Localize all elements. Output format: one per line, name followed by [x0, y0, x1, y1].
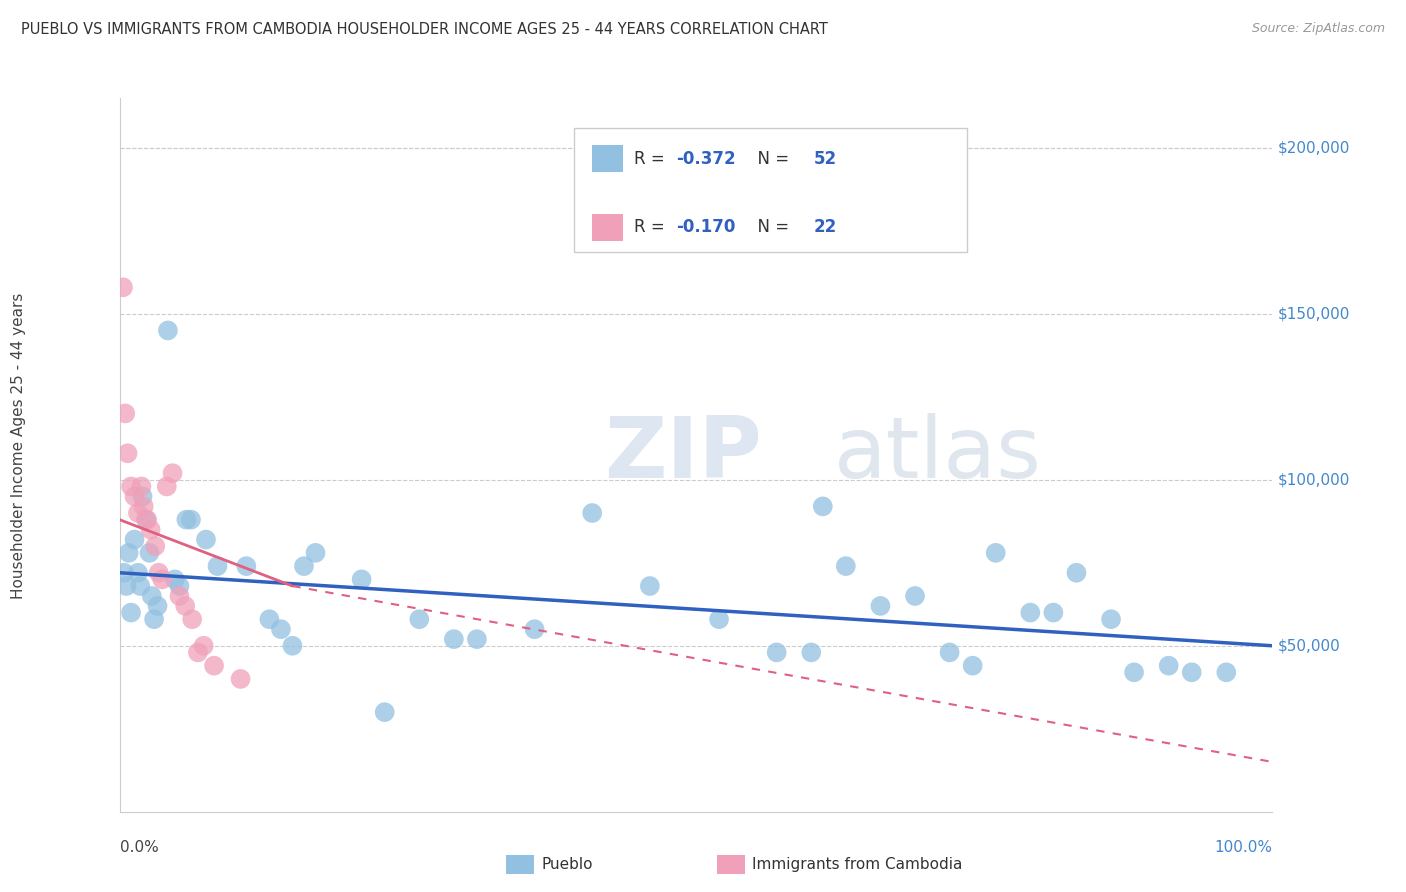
Point	[114, 406, 136, 420]
Point	[124, 533, 146, 547]
Point	[869, 599, 891, 613]
Point	[962, 658, 984, 673]
Point	[1157, 658, 1180, 673]
Point	[162, 466, 184, 480]
Point	[374, 705, 396, 719]
Point	[984, 546, 1007, 560]
Point	[292, 559, 315, 574]
Point	[141, 589, 163, 603]
Text: R =: R =	[634, 219, 671, 236]
Text: -0.170: -0.170	[676, 219, 735, 236]
Point	[1066, 566, 1088, 580]
Text: atlas: atlas	[834, 413, 1042, 497]
Point	[443, 632, 465, 647]
Point	[350, 573, 373, 587]
Text: Pueblo: Pueblo	[541, 857, 593, 871]
Point	[270, 622, 292, 636]
Point	[707, 612, 730, 626]
Point	[148, 566, 170, 580]
Point	[131, 490, 153, 504]
Point	[180, 513, 202, 527]
Text: Source: ZipAtlas.com: Source: ZipAtlas.com	[1251, 22, 1385, 36]
Point	[127, 566, 149, 580]
Point	[156, 479, 179, 493]
Point	[111, 280, 134, 294]
Point	[202, 658, 225, 673]
Point	[115, 579, 138, 593]
Point	[904, 589, 927, 603]
Text: 52: 52	[814, 150, 837, 168]
Point	[129, 579, 152, 593]
Point	[127, 506, 149, 520]
Point	[1123, 665, 1146, 680]
Text: 100.0%: 100.0%	[1215, 840, 1272, 855]
Text: 0.0%: 0.0%	[120, 840, 159, 855]
Point	[465, 632, 488, 647]
Point	[163, 573, 186, 587]
Point	[229, 672, 252, 686]
Point	[1215, 665, 1237, 680]
Text: $50,000: $50,000	[1278, 639, 1341, 653]
Point	[156, 323, 179, 337]
Point	[143, 539, 166, 553]
Point	[138, 546, 160, 560]
Text: Immigrants from Cambodia: Immigrants from Cambodia	[752, 857, 963, 871]
Text: PUEBLO VS IMMIGRANTS FROM CAMBODIA HOUSEHOLDER INCOME AGES 25 - 44 YEARS CORRELA: PUEBLO VS IMMIGRANTS FROM CAMBODIA HOUSE…	[21, 22, 828, 37]
Point	[169, 589, 191, 603]
Text: $150,000: $150,000	[1278, 306, 1351, 321]
Text: ZIP: ZIP	[603, 413, 762, 497]
Point	[638, 579, 661, 593]
Point	[207, 559, 229, 574]
Point	[169, 579, 191, 593]
Point	[176, 513, 198, 527]
Point	[259, 612, 281, 626]
Text: $200,000: $200,000	[1278, 140, 1351, 155]
Point	[194, 533, 217, 547]
Text: R =: R =	[634, 150, 671, 168]
Point	[181, 612, 204, 626]
Point	[143, 612, 166, 626]
Text: Householder Income Ages 25 - 44 years: Householder Income Ages 25 - 44 years	[11, 293, 25, 599]
Text: $100,000: $100,000	[1278, 472, 1351, 487]
Point	[124, 490, 146, 504]
Point	[1099, 612, 1122, 626]
Point	[938, 645, 960, 659]
Point	[581, 506, 603, 520]
Text: N =: N =	[747, 150, 794, 168]
Point	[835, 559, 858, 574]
Point	[120, 479, 142, 493]
Point	[304, 546, 326, 560]
Point	[811, 500, 834, 514]
Point	[408, 612, 430, 626]
Text: 22: 22	[814, 219, 838, 236]
Point	[187, 645, 209, 659]
Point	[112, 566, 135, 580]
Point	[131, 479, 153, 493]
Text: N =: N =	[747, 219, 794, 236]
Point	[800, 645, 823, 659]
Point	[1181, 665, 1204, 680]
Point	[117, 446, 139, 460]
Point	[118, 546, 141, 560]
Point	[523, 622, 546, 636]
Point	[150, 573, 173, 587]
Point	[139, 523, 162, 537]
Point	[1042, 606, 1064, 620]
Point	[174, 599, 197, 613]
Point	[193, 639, 215, 653]
Point	[132, 500, 155, 514]
Point	[765, 645, 787, 659]
Point	[146, 599, 169, 613]
Text: -0.372: -0.372	[676, 150, 735, 168]
Point	[135, 513, 157, 527]
Point	[136, 513, 159, 527]
Point	[120, 606, 142, 620]
Point	[235, 559, 257, 574]
Point	[1019, 606, 1042, 620]
Point	[281, 639, 304, 653]
